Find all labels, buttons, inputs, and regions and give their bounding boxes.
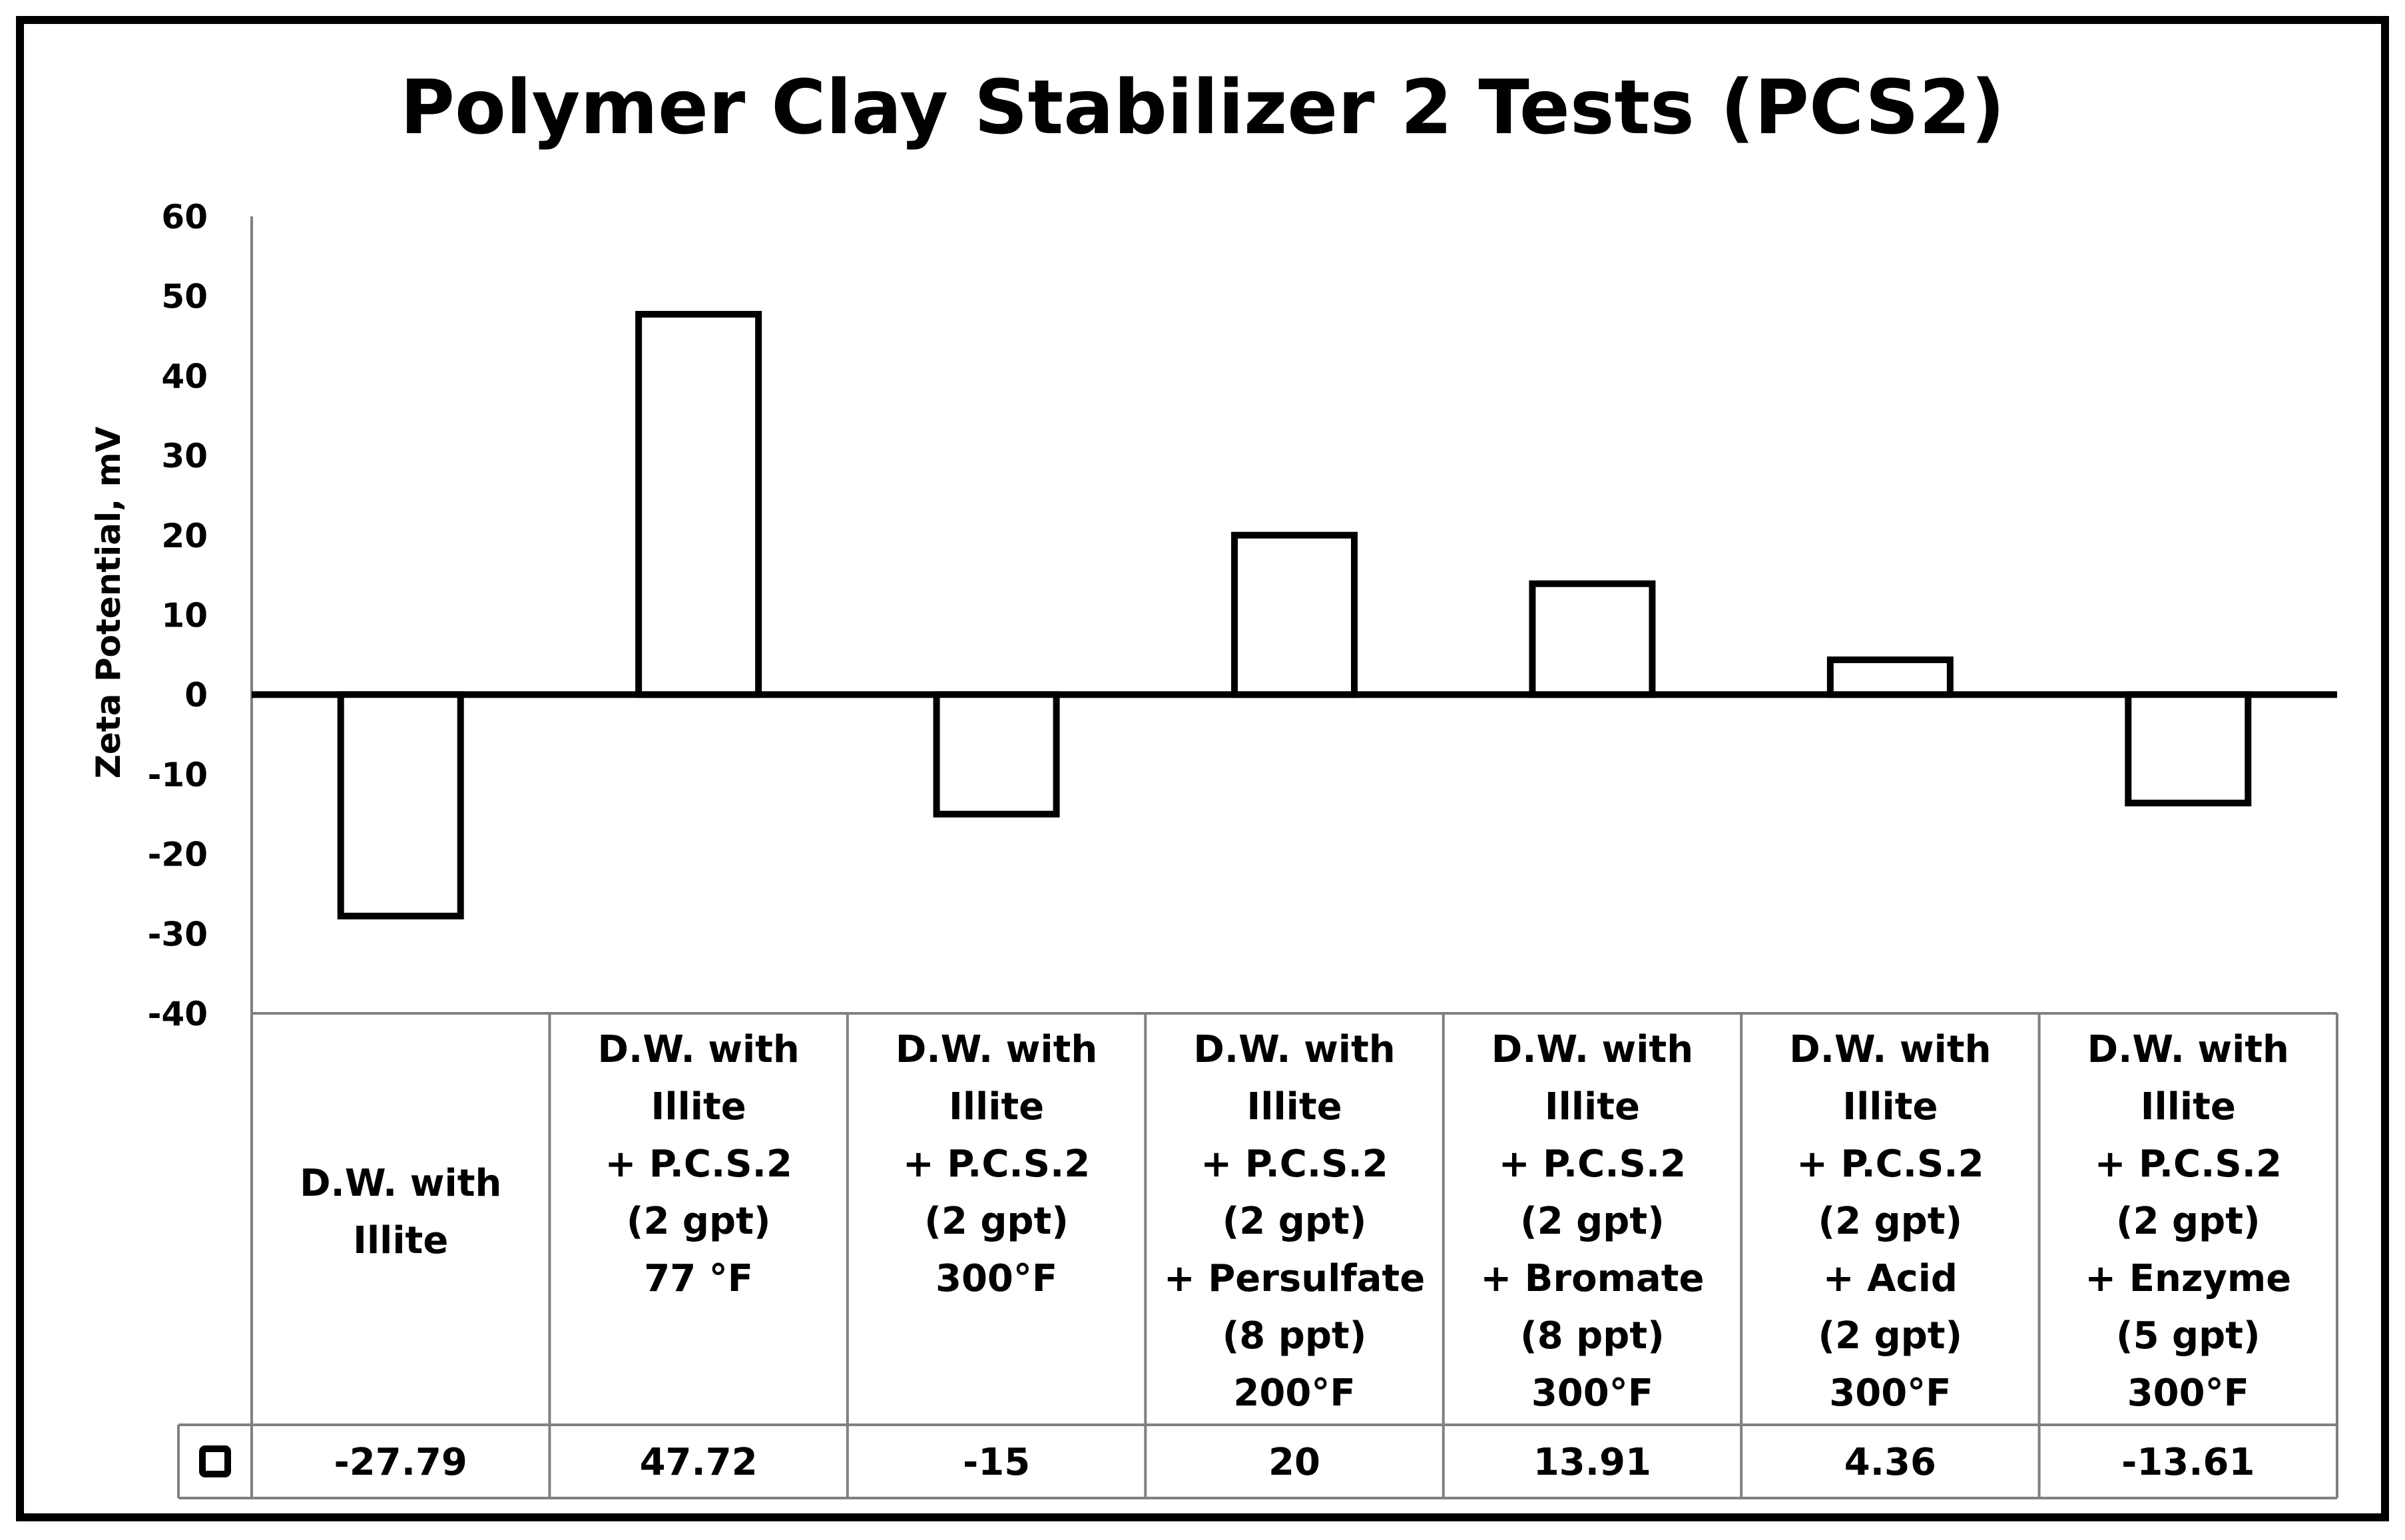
category-label-line: D.W. with <box>896 1028 1097 1071</box>
category-label-line: D.W. with <box>1789 1028 1991 1071</box>
y-tick-label: 30 <box>161 437 208 475</box>
y-axis-label: Zeta Potential, mV <box>89 426 128 778</box>
category-label-line: + P.C.S.2 <box>605 1143 792 1186</box>
y-tick-label: 40 <box>161 357 208 395</box>
category-label-line: 300°F <box>1531 1372 1653 1415</box>
category-label-line: (2 gpt) <box>1818 1314 1963 1358</box>
category-label-line: (5 gpt) <box>2116 1314 2261 1358</box>
category-label-line: Illite <box>1246 1085 1342 1129</box>
category-label-line: Illite <box>651 1085 746 1129</box>
data-table: D.W. with Illite D.W. with Illite + P.C.S.2 (… <box>177 1012 2338 1499</box>
category-label-line: (2 gpt) <box>924 1200 1069 1243</box>
y-tick-label: 60 <box>161 198 208 236</box>
category-label-line: D.W. with <box>1193 1028 1395 1071</box>
category-label-line: + Acid <box>1823 1257 1958 1300</box>
category-label-line: D.W. with <box>2087 1028 2289 1071</box>
category-label-line: (8 ppt) <box>1520 1314 1665 1358</box>
category-label-line: (8 ppt) <box>1222 1314 1367 1358</box>
bar <box>1529 580 1656 698</box>
y-axis-ticks: 60 50 40 30 20 10 0 -10 -20 -30 -40 <box>148 198 208 1033</box>
category-label-line: 300°F <box>1829 1372 1951 1415</box>
category-label-line: (2 gpt) <box>1520 1200 1665 1243</box>
data-value-label: -15 <box>963 1441 1030 1484</box>
bar-series <box>337 310 2252 919</box>
category-label-line: + P.C.S.2 <box>1499 1143 1686 1186</box>
category-label-line: (2 gpt) <box>1222 1200 1367 1243</box>
bar <box>933 691 1060 818</box>
data-value-label: 47.72 <box>640 1441 758 1484</box>
category-label-line: (2 gpt) <box>2116 1200 2261 1243</box>
data-value-label: 4.36 <box>1844 1441 1936 1484</box>
category-label-line: + P.C.S.2 <box>1796 1143 1984 1186</box>
category-label-line: D.W. with <box>300 1162 501 1205</box>
y-tick-label: 0 <box>184 676 208 714</box>
category-label-line: 200°F <box>1233 1372 1355 1415</box>
y-tick-label: -20 <box>148 836 208 874</box>
category-label-line: + Enzyme <box>2085 1257 2291 1300</box>
y-tick-label: -10 <box>148 756 208 794</box>
category-label-line: (2 gpt) <box>627 1200 771 1243</box>
category-label-line: Illite <box>2141 1085 2236 1129</box>
category-label-line: Illite <box>353 1219 448 1262</box>
y-tick-label: 10 <box>161 597 208 635</box>
legend-key-icon <box>199 1445 231 1477</box>
data-value-label: 13.91 <box>1533 1441 1651 1484</box>
bar <box>1231 531 1358 698</box>
category-label-line: + P.C.S.2 <box>903 1143 1090 1186</box>
category-label-line: 77 °F <box>644 1257 753 1300</box>
bar <box>2125 691 2252 807</box>
category-label-line: + Persulfate <box>1164 1257 1425 1300</box>
data-value-label: -27.79 <box>334 1441 467 1484</box>
category-label-line: + P.C.S.2 <box>2095 1143 2282 1186</box>
category-label-line: Illite <box>1545 1085 1640 1129</box>
category-label-line: Illite <box>1842 1085 1938 1129</box>
category-label-line: D.W. with <box>1491 1028 1693 1071</box>
category-label-line: + Bromate <box>1480 1257 1704 1300</box>
y-tick-label: -30 <box>148 915 208 953</box>
y-tick-label: 50 <box>161 278 208 316</box>
category-label-line: (2 gpt) <box>1818 1200 1963 1243</box>
y-tick-label: -40 <box>148 995 208 1033</box>
category-label-line: D.W. with <box>597 1028 799 1071</box>
data-value-label: 20 <box>1268 1441 1320 1484</box>
y-tick-label: 20 <box>161 517 208 555</box>
bar <box>337 691 464 919</box>
chart-title: Polymer Clay Stabilizer 2 Tests (PCS2) <box>400 65 2005 151</box>
category-label-line: 300°F <box>2127 1372 2249 1415</box>
category-label-line: 300°F <box>935 1257 1057 1300</box>
bar <box>635 310 762 698</box>
category-label-line: Illite <box>949 1085 1044 1129</box>
bar <box>1826 656 1954 698</box>
data-value-label: -13.61 <box>2121 1441 2255 1484</box>
category-label-line: + P.C.S.2 <box>1201 1143 1388 1186</box>
